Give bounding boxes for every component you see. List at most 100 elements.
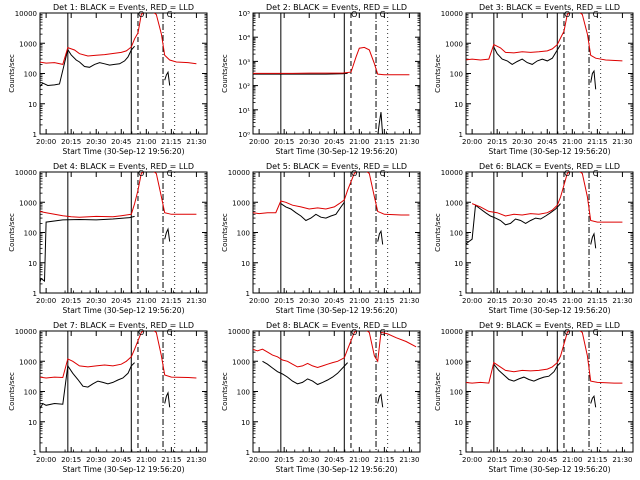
x-tick-label: 21:15 bbox=[587, 138, 607, 146]
chart-panel-3: Det 3: BLACK = Events, RED = LLD 1 10 100 10… bbox=[434, 3, 634, 156]
marker-c-label: C bbox=[380, 10, 386, 19]
x-axis-label: Start Time (30-Sep-12 19:56:20) bbox=[63, 147, 185, 156]
y-axis-label: Counts/sec bbox=[434, 372, 442, 411]
data-layer bbox=[40, 331, 197, 452]
marker-o-label: O bbox=[138, 169, 144, 178]
marker-o-label: O bbox=[564, 169, 570, 178]
x-tick-label: 21:15 bbox=[161, 138, 181, 146]
y-tick-label: 100 bbox=[237, 389, 250, 397]
x-tick-label: 20:00 bbox=[462, 297, 482, 305]
plot-frame bbox=[252, 330, 421, 453]
y-axis-label: Counts/sec bbox=[221, 54, 229, 93]
marker-c-label: C bbox=[167, 169, 173, 178]
y-tick-label: 10⁰ bbox=[238, 131, 250, 139]
marker-o-label: O bbox=[138, 328, 144, 337]
x-tick-label: 21:00 bbox=[562, 138, 582, 146]
events-series-line bbox=[493, 362, 561, 382]
x-tick-label: 21:30 bbox=[612, 456, 632, 464]
chart-title: Det 2: BLACK = Events, RED = LLD bbox=[266, 3, 407, 12]
y-tick-label: 1 bbox=[246, 290, 250, 298]
x-tick-label: 20:00 bbox=[36, 456, 56, 464]
y-tick-label: 100 bbox=[24, 389, 37, 397]
marker-c-label: C bbox=[380, 169, 386, 178]
x-tick-label: 20:00 bbox=[249, 297, 269, 305]
chart-title: Det 6: BLACK = Events, RED = LLD bbox=[479, 162, 620, 171]
x-tick-label: 20:45 bbox=[537, 456, 557, 464]
x-tick-label: 21:15 bbox=[587, 456, 607, 464]
y-axis-label: Counts/sec bbox=[8, 213, 16, 252]
marker-o-label: O bbox=[351, 328, 357, 337]
y-tick-label: 10000 bbox=[15, 169, 37, 177]
x-tick-label: 21:30 bbox=[612, 138, 632, 146]
y-tick-label: 100 bbox=[237, 230, 250, 238]
x-tick-label: 20:15 bbox=[61, 297, 81, 305]
x-axis-label: Start Time (30-Sep-12 19:56:20) bbox=[489, 465, 611, 474]
marker-o-label: O bbox=[351, 10, 357, 19]
events-series-line bbox=[280, 202, 345, 222]
marker-c-label: C bbox=[167, 10, 173, 19]
y-tick-label: 100 bbox=[450, 389, 463, 397]
marker-o-label: O bbox=[351, 169, 357, 178]
x-tick-label: 20:00 bbox=[36, 138, 56, 146]
y-tick-label: 1 bbox=[33, 290, 37, 298]
x-axis-label: Start Time (30-Sep-12 19:56:20) bbox=[489, 306, 611, 315]
y-tick-label: 10² bbox=[238, 83, 250, 91]
x-tick-label: 20:30 bbox=[512, 138, 532, 146]
y-tick-label: 1 bbox=[33, 449, 37, 457]
events-series-line bbox=[253, 72, 348, 75]
data-layer bbox=[40, 172, 197, 293]
data-layer bbox=[253, 13, 410, 134]
x-tick-label: 21:30 bbox=[186, 456, 206, 464]
y-axis-label: Counts/sec bbox=[221, 372, 229, 411]
marker-c-label: C bbox=[380, 328, 386, 337]
y-tick-label: 1000 bbox=[232, 358, 250, 366]
x-tick-label: 20:15 bbox=[487, 297, 507, 305]
events-series-line bbox=[164, 227, 171, 242]
events-series-line bbox=[466, 203, 561, 245]
lld-series-line bbox=[253, 172, 410, 216]
y-tick-label: 10 bbox=[28, 101, 37, 109]
x-tick-label: 20:30 bbox=[512, 297, 532, 305]
chart-panel-2: Det 2: BLACK = Events, RED = LLD 10⁰ 10¹ 10… bbox=[221, 3, 421, 156]
x-tick-label: 20:15 bbox=[274, 456, 294, 464]
lld-series-line bbox=[40, 13, 197, 65]
y-tick-label: 100 bbox=[450, 230, 463, 238]
x-tick-label: 21:00 bbox=[136, 456, 156, 464]
x-tick-label: 20:45 bbox=[324, 456, 344, 464]
y-tick-label: 100 bbox=[24, 71, 37, 79]
events-series-line bbox=[377, 393, 384, 408]
plot-frame bbox=[39, 171, 208, 294]
y-axis-label: Counts/sec bbox=[8, 54, 16, 93]
lld-series-line bbox=[253, 46, 410, 76]
y-axis-label: Counts/sec bbox=[8, 372, 16, 411]
lld-series-line bbox=[40, 172, 197, 218]
x-tick-label: 20:15 bbox=[487, 138, 507, 146]
x-axis-label: Start Time (30-Sep-12 19:56:20) bbox=[276, 465, 398, 474]
x-tick-label: 21:00 bbox=[349, 138, 369, 146]
y-tick-label: 1000 bbox=[445, 40, 463, 48]
y-tick-label: 1000 bbox=[19, 40, 37, 48]
x-tick-label: 21:15 bbox=[161, 456, 181, 464]
x-tick-label: 21:15 bbox=[161, 297, 181, 305]
x-tick-label: 20:00 bbox=[462, 456, 482, 464]
y-axis-label: Counts/sec bbox=[434, 54, 442, 93]
chart-panel-9: Det 9: BLACK = Events, RED = LLD 1 10 100 10… bbox=[434, 321, 634, 474]
events-series-line bbox=[262, 360, 348, 386]
lld-series-line bbox=[466, 331, 623, 384]
plot-frame bbox=[252, 171, 421, 294]
plot-frame bbox=[465, 12, 634, 135]
x-tick-label: 21:15 bbox=[374, 456, 394, 464]
y-tick-label: 10000 bbox=[441, 328, 463, 336]
marker-c-label: C bbox=[167, 328, 173, 337]
data-layer bbox=[466, 172, 623, 293]
data-layer bbox=[253, 331, 417, 452]
lld-series-line bbox=[40, 331, 197, 379]
chart-panel-8: Det 8: BLACK = Events, RED = LLD 1 10 100 10… bbox=[221, 321, 421, 474]
x-axis-label: Start Time (30-Sep-12 19:56:20) bbox=[63, 465, 185, 474]
marker-c-label: C bbox=[593, 169, 599, 178]
y-tick-label: 1 bbox=[33, 131, 37, 139]
lld-series-line bbox=[471, 172, 623, 223]
x-tick-label: 21:00 bbox=[349, 456, 369, 464]
chart-title: Det 7: BLACK = Events, RED = LLD bbox=[53, 321, 194, 330]
plot-frame bbox=[465, 171, 634, 294]
